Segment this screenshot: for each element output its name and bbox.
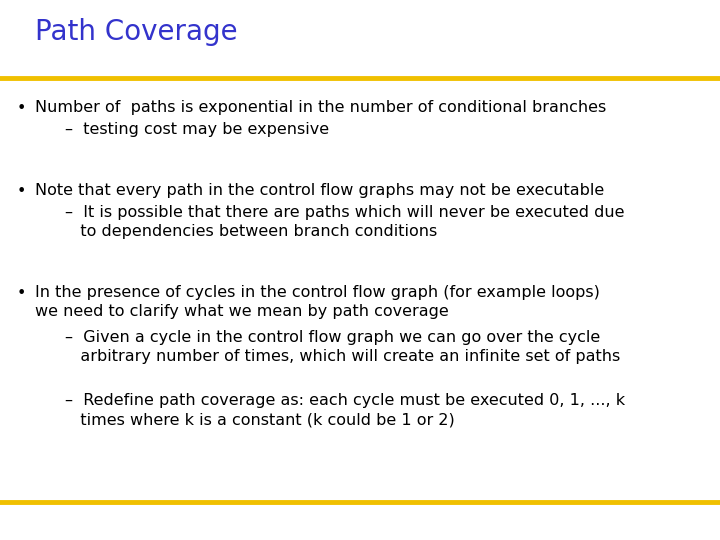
Text: •: •	[17, 286, 27, 301]
Text: •: •	[17, 184, 27, 199]
Text: Path Coverage: Path Coverage	[35, 18, 238, 46]
Text: –  It is possible that there are paths which will never be executed due
   to de: – It is possible that there are paths wh…	[65, 205, 624, 239]
Text: –  testing cost may be expensive: – testing cost may be expensive	[65, 122, 329, 137]
Text: –  Redefine path coverage as: each cycle must be executed 0, 1, ..., k
   times : – Redefine path coverage as: each cycle …	[65, 393, 625, 427]
Text: Note that every path in the control flow graphs may not be executable: Note that every path in the control flow…	[35, 183, 604, 198]
Text: –  Given a cycle in the control flow graph we can go over the cycle
   arbitrary: – Given a cycle in the control flow grap…	[65, 330, 620, 364]
Text: Number of  paths is exponential in the number of conditional branches: Number of paths is exponential in the nu…	[35, 100, 606, 115]
Text: In the presence of cycles in the control flow graph (for example loops)
we need : In the presence of cycles in the control…	[35, 285, 600, 319]
Text: •: •	[17, 101, 27, 116]
